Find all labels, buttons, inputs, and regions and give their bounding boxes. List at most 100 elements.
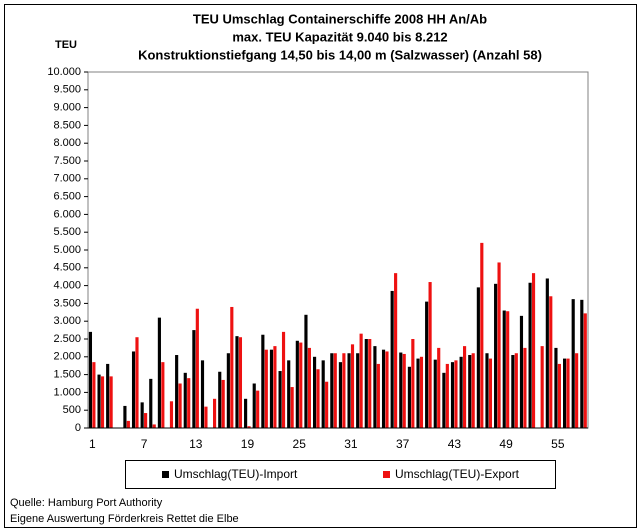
bar xyxy=(157,317,161,428)
bar xyxy=(252,383,256,428)
bar xyxy=(278,371,282,428)
x-tick-label: 25 xyxy=(293,437,307,451)
bar xyxy=(554,347,558,428)
bar xyxy=(313,356,317,428)
y-tick-label: 3.500 xyxy=(53,297,81,309)
y-tick-label: 8.000 xyxy=(53,137,81,149)
bar xyxy=(200,360,205,428)
bar xyxy=(195,308,199,428)
y-tick-label: 7.000 xyxy=(53,173,81,185)
bar xyxy=(244,398,248,428)
bar xyxy=(92,362,96,428)
bar xyxy=(476,287,480,428)
legend xyxy=(125,460,556,489)
bar xyxy=(471,353,475,428)
bar xyxy=(514,353,518,428)
bar xyxy=(523,347,527,428)
bar xyxy=(175,355,179,428)
bar xyxy=(226,353,230,428)
bar xyxy=(502,310,506,428)
bar xyxy=(218,371,222,428)
y-tick-label: 500 xyxy=(63,404,81,416)
y-tick-label: 2.000 xyxy=(53,351,81,363)
bar xyxy=(213,398,217,428)
y-tick-label: 5.500 xyxy=(53,226,81,238)
bar xyxy=(557,363,561,428)
bar xyxy=(152,424,156,428)
bar xyxy=(411,339,415,428)
bar xyxy=(450,362,455,428)
y-tick-label: 1.000 xyxy=(53,386,81,398)
bar xyxy=(256,390,260,428)
bar xyxy=(549,296,553,428)
y-tick-label: 7.500 xyxy=(53,155,81,167)
bar xyxy=(399,352,403,428)
bar xyxy=(485,353,489,428)
bar xyxy=(183,372,187,428)
bar xyxy=(494,283,498,428)
x-tick-label: 43 xyxy=(448,437,462,451)
bar xyxy=(437,347,441,428)
y-tick-label: 3.000 xyxy=(53,315,81,327)
bar xyxy=(126,420,130,428)
chart-title: TEU Umschlag Containerschiffe 2008 HH An… xyxy=(193,11,487,26)
bar xyxy=(204,406,208,428)
bar xyxy=(264,349,268,428)
bar xyxy=(428,282,432,428)
bar xyxy=(425,301,429,428)
bar xyxy=(497,262,501,428)
y-tick-label: 9.000 xyxy=(53,102,81,114)
bar xyxy=(528,282,532,428)
y-tick-label: 4.500 xyxy=(53,262,81,274)
bar xyxy=(221,379,225,428)
bar xyxy=(394,273,398,428)
legend-label: Umschlag(TEU)-Import xyxy=(174,467,298,481)
bar xyxy=(261,334,265,428)
bar xyxy=(419,356,424,428)
bar xyxy=(563,358,567,428)
bar xyxy=(416,358,420,428)
x-tick-label: 7 xyxy=(141,437,148,451)
bar xyxy=(269,349,274,428)
bar xyxy=(347,353,351,428)
bar xyxy=(230,306,234,428)
bar xyxy=(135,337,139,428)
bar xyxy=(468,355,472,428)
bar xyxy=(321,360,325,428)
bar xyxy=(350,344,355,428)
bar xyxy=(459,356,463,428)
bar xyxy=(376,363,380,428)
legend-label: Umschlag(TEU)-Export xyxy=(395,467,520,481)
bar xyxy=(583,313,587,428)
bar xyxy=(342,353,346,428)
bar xyxy=(368,339,372,428)
x-tick-label: 1 xyxy=(89,437,96,451)
bar xyxy=(235,336,239,428)
x-tick-label: 31 xyxy=(344,437,358,451)
y-tick-label: 6.500 xyxy=(53,191,81,203)
bar xyxy=(442,372,446,428)
y-axis-label: TEU xyxy=(55,39,77,51)
bar xyxy=(511,355,515,428)
bar xyxy=(281,331,286,428)
bar xyxy=(571,299,575,428)
y-tick-label: 4.000 xyxy=(53,280,81,292)
bar xyxy=(247,426,251,428)
bar xyxy=(580,299,584,428)
x-tick-label: 13 xyxy=(189,437,203,451)
bar xyxy=(316,369,320,428)
bar xyxy=(390,290,394,428)
bar xyxy=(88,331,93,428)
chart-title: max. TEU Kapazität 9.040 bis 8.212 xyxy=(232,29,447,44)
bar xyxy=(454,360,458,428)
bar xyxy=(295,340,299,428)
bar xyxy=(359,333,363,428)
bar xyxy=(575,353,579,428)
bar xyxy=(480,242,484,428)
bar xyxy=(187,378,191,428)
bar xyxy=(100,376,105,428)
bar xyxy=(338,362,343,428)
bar xyxy=(407,366,411,428)
bar xyxy=(144,413,148,428)
